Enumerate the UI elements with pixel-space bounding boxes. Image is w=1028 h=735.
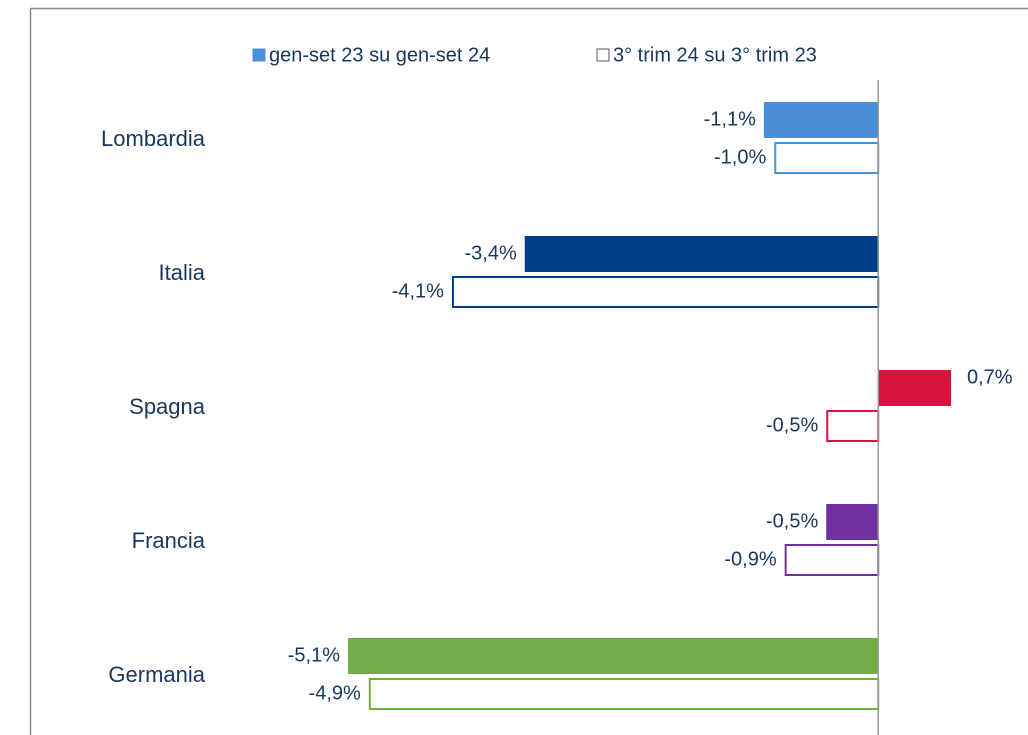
value-label: -1,0%	[714, 146, 766, 168]
value-label: -3,4%	[464, 242, 516, 264]
value-label: -4,1%	[392, 280, 444, 302]
bar	[763, 102, 879, 138]
bar-outline	[368, 678, 880, 710]
value-label: 0,7%	[967, 366, 1013, 388]
bar	[348, 638, 879, 674]
category-label: Germania	[108, 662, 205, 687]
bar	[826, 504, 879, 540]
bar-outline	[784, 544, 880, 576]
value-label: -5,1%	[288, 644, 340, 666]
bar-outline	[774, 142, 880, 174]
legend-swatch	[596, 48, 610, 62]
category-label: Francia	[132, 528, 206, 553]
legend-label: gen-set 23 su gen-set 24	[269, 44, 490, 66]
legend-swatch	[252, 48, 266, 62]
value-label: -0,5%	[766, 414, 818, 436]
value-label: -0,5%	[766, 510, 818, 532]
bar-outline	[451, 276, 880, 308]
category-label: Spagna	[129, 394, 206, 419]
bar-outline	[826, 410, 880, 442]
category-label: Italia	[159, 260, 206, 285]
legend-label: 3° trim 24 su 3° trim 23	[613, 44, 817, 66]
value-label: -1,1%	[704, 108, 756, 130]
value-label: -0,9%	[724, 548, 776, 570]
value-label: -4,9%	[309, 682, 361, 704]
bar	[878, 370, 951, 406]
bar	[524, 236, 879, 272]
category-label: Lombardia	[101, 126, 206, 151]
